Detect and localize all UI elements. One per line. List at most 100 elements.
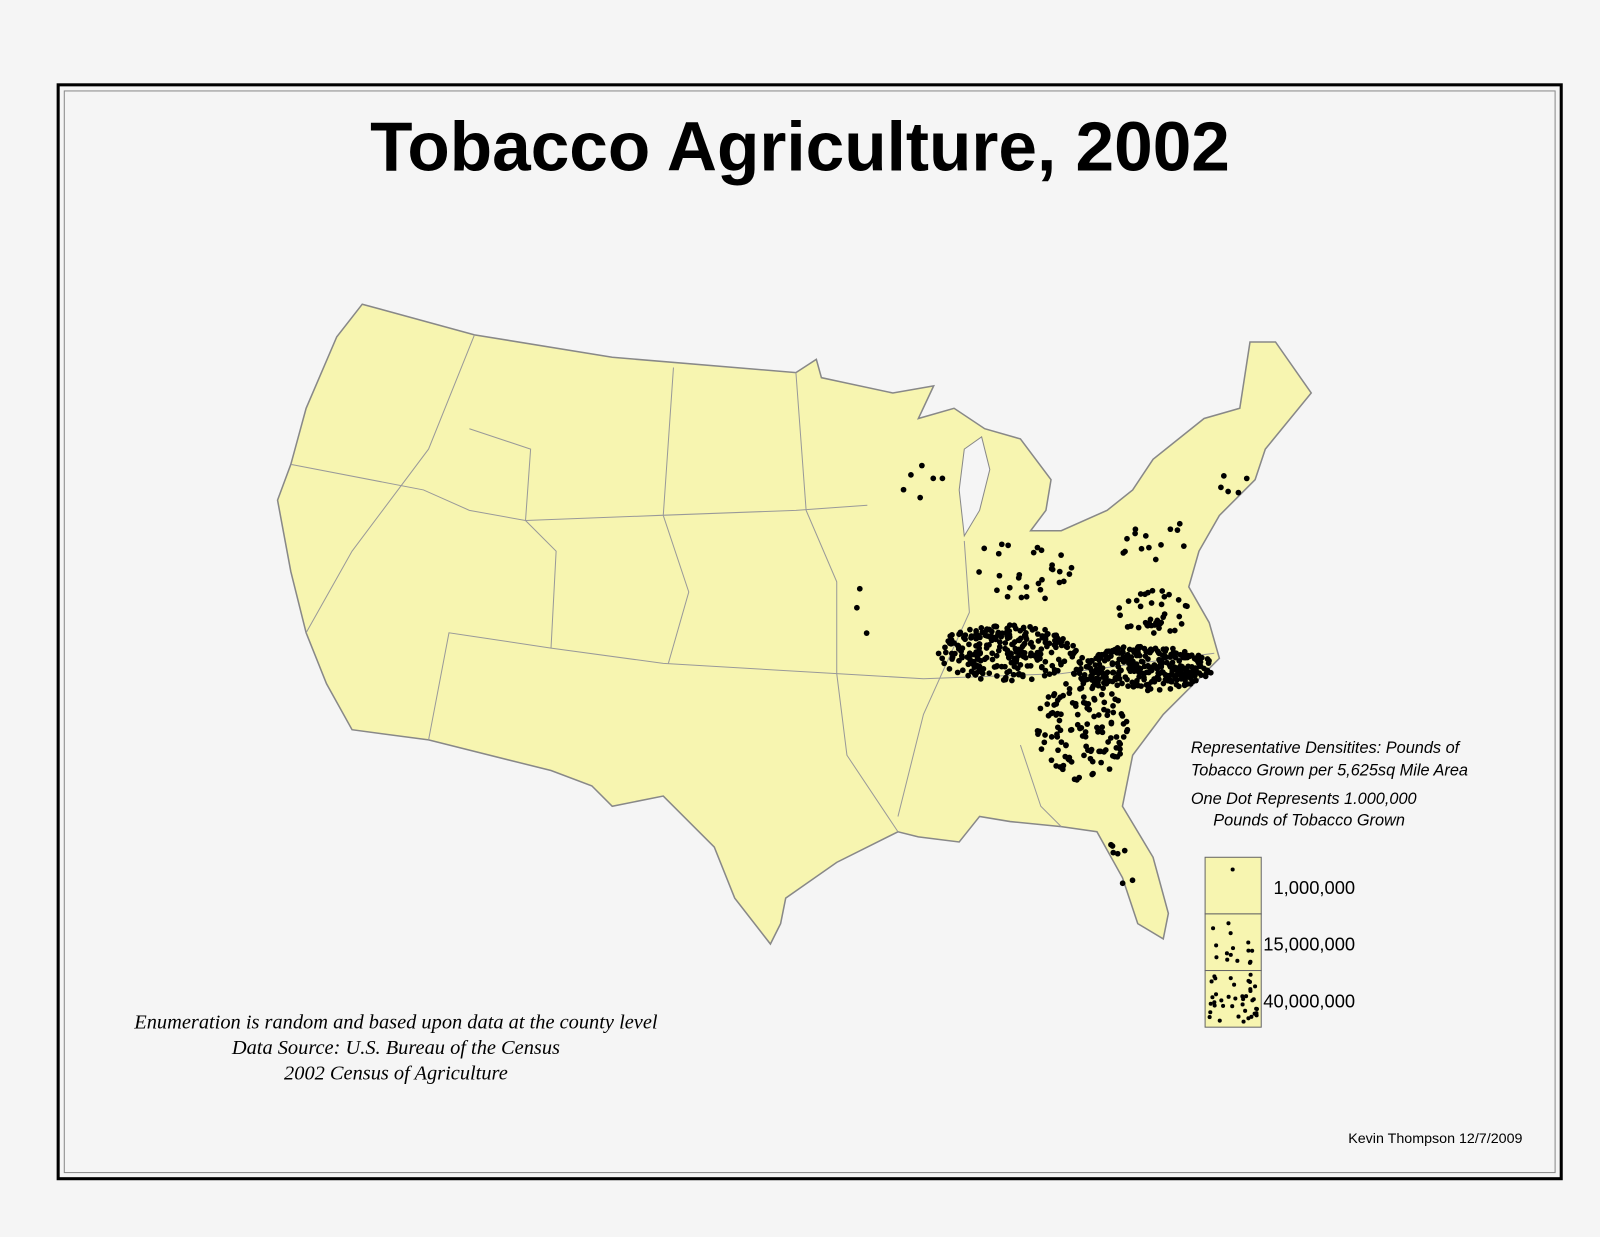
dot [1180,543,1187,549]
legend-dot [1254,1007,1259,1012]
dot [1104,669,1111,676]
legend-dot [1208,1001,1213,1006]
dot [1110,703,1116,709]
dot [1060,762,1067,769]
dot [1206,657,1212,664]
dot [1076,670,1083,677]
dot [1133,597,1140,604]
legend-note: Representative Densitites: Pounds of [1191,739,1461,757]
legend-dot [1213,992,1219,997]
dot [1068,564,1075,571]
dot [1002,663,1008,670]
dot [1063,681,1069,687]
dot [1078,724,1085,731]
dot [942,649,949,656]
dot [1136,644,1143,651]
dot [1042,595,1048,602]
dot [1108,841,1114,848]
dot [1182,675,1189,681]
dot [976,663,983,670]
dot [1152,556,1159,563]
legend-dot [1221,1003,1226,1008]
legend-note: Tobacco Grown per 5,625sq Mile Area [1191,762,1468,780]
dot [1011,663,1018,670]
dot [1038,547,1045,554]
dot [1042,667,1049,674]
dot [988,628,995,635]
legend-dot [1228,931,1233,936]
dot [1089,685,1096,692]
dot [965,672,972,679]
dot [1098,759,1104,766]
dot [1207,669,1214,676]
dot [992,634,999,641]
lake-michigan [958,436,991,538]
dot [1114,850,1121,857]
dot [989,650,996,657]
state-line [795,372,899,833]
dot [1088,674,1094,681]
dot [1174,527,1181,534]
dot [1113,734,1120,740]
dot [919,462,925,469]
dot [1085,658,1092,664]
dot [900,486,907,493]
dot [1004,647,1011,654]
dot [1185,663,1192,670]
dot [1074,711,1081,718]
dot [1042,658,1049,665]
dot [1095,712,1102,718]
dot [1146,544,1152,551]
dot [1161,593,1168,600]
dot [1034,544,1041,551]
dot [1021,641,1027,648]
dot [1125,598,1132,605]
dot [1041,672,1048,679]
dot [1156,686,1163,693]
dot [1100,685,1106,692]
legend-dot [1240,1002,1245,1007]
dot [1066,571,1073,577]
dot [1138,670,1144,676]
legend-box [1204,913,1262,972]
dot [978,624,985,631]
dot [998,541,1005,548]
dot [1196,654,1202,661]
dot [1101,699,1108,706]
dot [1108,691,1115,697]
dot [1012,645,1019,652]
dot [1153,619,1159,626]
dot [1101,749,1107,755]
legend-dot [1219,998,1224,1003]
dot [1181,651,1187,658]
dot [1004,669,1011,676]
dot [991,664,998,670]
dot [981,656,988,663]
dot [1038,746,1045,752]
dot [1058,552,1064,558]
dot [1089,758,1096,765]
legend-label: 15,000,000 [1263,934,1355,955]
dot [1091,669,1098,676]
dot [1118,711,1125,717]
legend-dot [1235,958,1240,963]
dot [1058,739,1065,746]
inner-frame [63,90,1556,1174]
dot [1016,671,1023,677]
dot [976,645,983,652]
dot [1181,682,1188,689]
dot [1169,668,1176,675]
dot [1113,744,1120,751]
us-map [276,303,1313,946]
dot [1038,646,1045,652]
dot [1159,660,1166,667]
dot [1116,605,1123,611]
dot [1109,660,1116,666]
state-line [662,367,690,664]
dot [1046,671,1053,677]
legend-dot [1217,1018,1222,1023]
dot [1076,659,1083,666]
dot [1107,735,1114,741]
dot [1006,634,1013,641]
legend-dot [1247,979,1253,984]
